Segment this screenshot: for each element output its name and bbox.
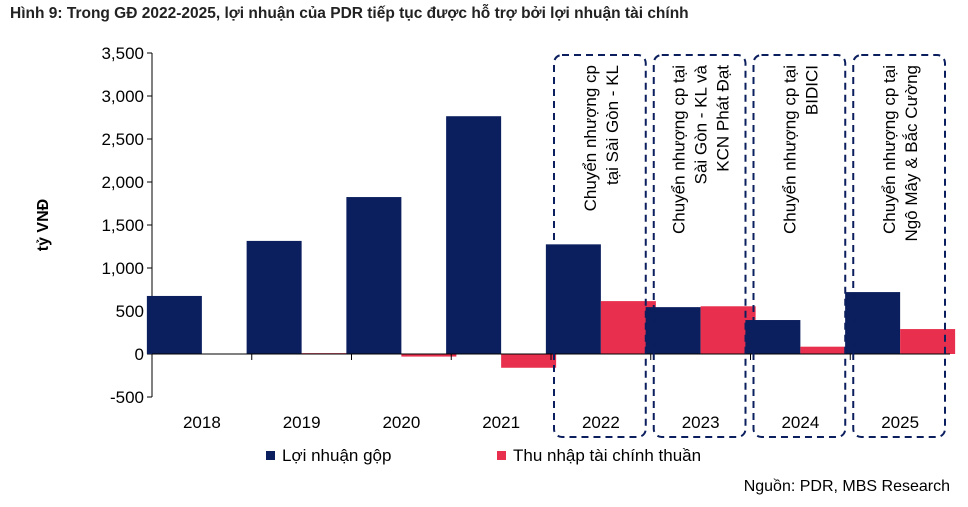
annotation-box	[652, 54, 747, 438]
bar-gross-profit	[146, 295, 202, 354]
annotation-text: Ngô Mây & Bắc Cường	[902, 65, 921, 242]
annotation-text: tại Sài Gòn - KL	[603, 65, 622, 185]
legend-swatch	[266, 451, 275, 460]
bar-gross-profit	[446, 116, 502, 355]
legend-label: Lợi nhuận gộp	[282, 446, 391, 465]
annotation-text: Chuyển nhượng cp	[581, 65, 600, 211]
annotation-text: BIDICI	[802, 65, 821, 115]
bar-gross-profit	[745, 320, 801, 354]
chart-title: Hình 9: Trong GĐ 2022-2025, lợi nhuận củ…	[10, 5, 689, 22]
bar-financial-income	[501, 354, 557, 368]
y-tick-label: 500	[116, 302, 144, 321]
annotation-text: KCN Phát Đạt	[714, 65, 733, 172]
source-note: Nguồn: PDR, MBS Research	[743, 478, 950, 495]
annotation-box	[553, 54, 647, 438]
x-tick-label: 2021	[482, 413, 520, 432]
y-tick-label: 2,000	[101, 173, 144, 192]
annotation-text: Chuyển nhượng cp tại	[880, 65, 899, 234]
bar-gross-profit	[845, 292, 901, 354]
y-tick-label: 3,500	[101, 44, 144, 63]
y-tick-label: 1,000	[101, 259, 144, 278]
y-tick-label: 3,000	[101, 87, 144, 106]
y-tick-label: 1,500	[101, 216, 144, 235]
x-tick-label: 2020	[382, 413, 420, 432]
y-axis-label: tỷ VNĐ	[35, 199, 52, 251]
bar-financial-income	[800, 346, 856, 354]
bar-gross-profit	[346, 197, 402, 354]
x-tick-label: 2022	[582, 413, 620, 432]
bar-financial-income	[900, 329, 956, 354]
bar-gross-profit	[645, 307, 701, 354]
legend-label: Thu nhập tài chính thuần	[513, 446, 701, 465]
x-tick-label: 2025	[881, 413, 919, 432]
annotation-text: Sài Gòn - KL và	[692, 64, 711, 184]
bar-financial-income	[401, 354, 457, 357]
x-tick-label: 2019	[283, 413, 321, 432]
x-tick-label: 2018	[183, 413, 221, 432]
x-tick-label: 2023	[682, 413, 720, 432]
legend-swatch	[497, 451, 506, 460]
annotation-text: Chuyển nhượng cp tại	[670, 65, 689, 234]
bar-gross-profit	[545, 244, 601, 354]
annotation-box	[852, 54, 946, 438]
bar-gross-profit	[246, 240, 302, 354]
y-tick-label: 2,500	[101, 130, 144, 149]
x-tick-label: 2024	[781, 413, 819, 432]
y-tick-label: -500	[110, 388, 144, 407]
annotation-text: Chuyển nhượng cp tại	[780, 65, 799, 234]
annotation-box	[752, 54, 847, 438]
y-tick-label: 0	[135, 345, 144, 364]
